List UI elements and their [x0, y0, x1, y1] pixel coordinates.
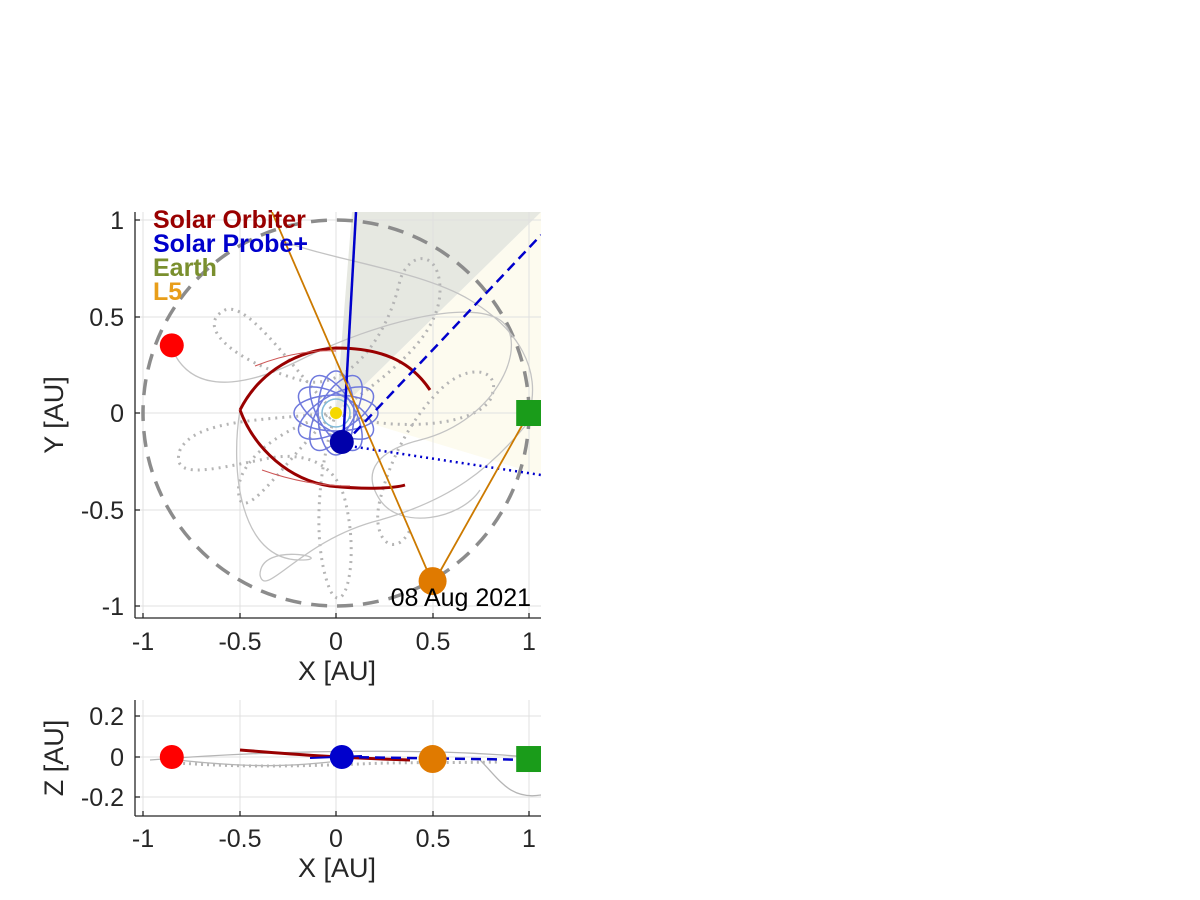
grey-trajectory-2: [235, 409, 531, 582]
top-x-tick-label: 0: [329, 628, 343, 656]
legend-entry-l5: L5: [153, 278, 182, 306]
l5-sightline-2: [432, 412, 530, 585]
bottom-grey-trajectory: [149, 750, 541, 797]
solar-orbiter-orbit-upper: [238, 346, 432, 411]
solar-orbiter-marker: [159, 333, 184, 358]
grey-trajectory-3: [279, 239, 534, 411]
fov-grey-wedge: [336, 212, 541, 413]
l5-marker: [418, 567, 447, 596]
bottom-x-tick-label: 0: [329, 825, 343, 853]
sun-marker: [330, 407, 342, 419]
psp-fov-solid-line: [341, 212, 358, 446]
legend-entry-solar-orbiter: Solar Orbiter: [153, 206, 306, 234]
legend-entry-earth: Earth: [153, 254, 217, 282]
top-panel: -1 -0.5 0 0.5 1 1 0.5 0 -0.5 -1 X [AU] Y…: [39, 206, 541, 686]
bottom-grey-dotted-trajectory: [164, 760, 501, 768]
top-x-axis-label: X [AU]: [298, 656, 376, 686]
bottom-y-tick-label: 0: [110, 744, 124, 772]
top-y-tick-label: 0.5: [89, 304, 124, 332]
earth-marker-side: [516, 746, 541, 773]
top-y-tick-label: -0.5: [81, 497, 124, 525]
solar-probe-marker: [329, 429, 354, 454]
legend: Solar Orbiter Solar Probe+ Earth L5: [153, 206, 308, 306]
top-x-tick-label: 1: [522, 628, 536, 656]
bottom-y-tick-label: 0.2: [89, 703, 124, 731]
date-label: 08 Aug 2021: [391, 584, 531, 612]
top-x-tick-label: 0.5: [416, 628, 451, 656]
top-y-tick-label: 0: [110, 400, 124, 428]
bottom-x-tick-label: -0.5: [218, 825, 261, 853]
l5-marker-side: [418, 745, 447, 774]
top-y-tick-label: -1: [102, 593, 124, 621]
top-y-axis-label: Y [AU]: [39, 376, 69, 454]
solar-orbiter-marker-side: [159, 745, 184, 769]
top-tick-marks: [135, 219, 530, 618]
bottom-y-tick-label: -0.2: [81, 784, 124, 812]
bottom-solar-orbiter-orbit: [239, 748, 411, 762]
grey-trajectory-1: [174, 311, 513, 519]
solar-orbiter-orbit-inner: [254, 350, 351, 487]
bottom-panel: -1 -0.5 0 0.5 1 0.2 0 -0.2 X [AU] Z [AU]: [39, 700, 541, 883]
top-y-tick-label: 1: [110, 207, 124, 235]
bottom-tick-marks: [135, 715, 530, 816]
bottom-x-axis-label: X [AU]: [298, 853, 376, 883]
psp-fov-dashed-line: [342, 234, 541, 446]
bottom-x-tick-label: 1: [522, 825, 536, 853]
top-x-tick-label: -0.5: [218, 628, 261, 656]
solar-probe-marker-side: [329, 745, 354, 769]
bottom-y-axis-label: Z [AU]: [39, 720, 69, 797]
legend-entry-solar-probe: Solar Probe+: [153, 230, 308, 258]
bottom-x-tick-label: 0.5: [416, 825, 451, 853]
fov-cream-region: [336, 212, 541, 475]
earth-marker: [516, 400, 541, 426]
top-x-tick-label: -1: [132, 628, 154, 656]
l5-trajectory: [177, 257, 496, 600]
l5-sightline-1: [271, 212, 434, 585]
bottom-x-tick-label: -1: [132, 825, 154, 853]
